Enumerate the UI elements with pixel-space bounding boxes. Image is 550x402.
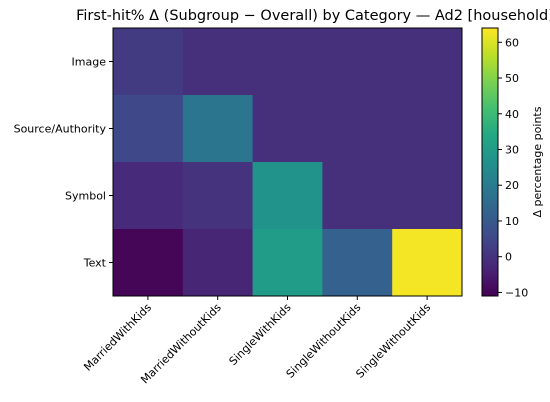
x-tick-label: SingleWithKids [227,301,294,368]
colorbar-tick-label: 20 [505,179,519,192]
heatmap-cell [252,229,323,297]
colorbar-tick-label: 0 [505,251,512,264]
y-axis: Image Source/Authority Symbol Text [14,56,113,270]
y-tick-label: Source/Authority [14,123,107,136]
heatmap-cell [322,162,393,230]
colorbar [481,27,499,297]
colorbar-tick-label: 40 [505,108,519,121]
colorbar-label: Δ percentage points [531,106,544,217]
heatmap-cell [322,229,393,297]
heatmap-cell [252,162,323,230]
y-tick-label: Symbol [65,190,106,203]
colorbar-tick-label: 60 [505,36,519,49]
chart-title: First-hit% Δ (Subgroup − Overall) by Cat… [76,8,550,24]
heatmap-cell [322,95,393,163]
x-tick-label: MarriedWithKids [81,301,154,374]
y-tick-label: Text [83,257,107,270]
x-tick-label: SingleWithoutKids [284,301,364,381]
heatmap-cell [252,95,323,163]
heatmap-cell [182,162,254,230]
x-tick-label: MarriedWithoutKids [138,301,224,387]
heatmap-cell [392,28,463,96]
heatmap-cell [392,95,463,163]
heatmap-cell [113,95,184,163]
x-tick-label: SingleWithoutKids [353,301,433,381]
colorbar-tick-label: 50 [505,72,519,85]
heatmap-cell [182,28,254,96]
heatmap-cell [392,229,463,297]
colorbar-tick-label: −10 [505,286,528,299]
heatmap-cell [392,162,463,230]
heatmap-cells [113,28,463,297]
heatmap-cell [182,229,254,297]
heatmap-cell [252,28,323,96]
heatmap-cell [113,229,184,297]
heatmap-cell [113,162,184,230]
heatmap-cell [322,28,393,96]
y-tick-label: Image [72,56,107,69]
colorbar-ticks: −10 0 10 20 30 40 50 60 [498,36,528,299]
colorbar-tick-label: 10 [505,215,519,228]
heatmap-cell [113,28,184,96]
heatmap-cell [182,95,254,163]
colorbar-tick-label: 30 [505,143,519,156]
